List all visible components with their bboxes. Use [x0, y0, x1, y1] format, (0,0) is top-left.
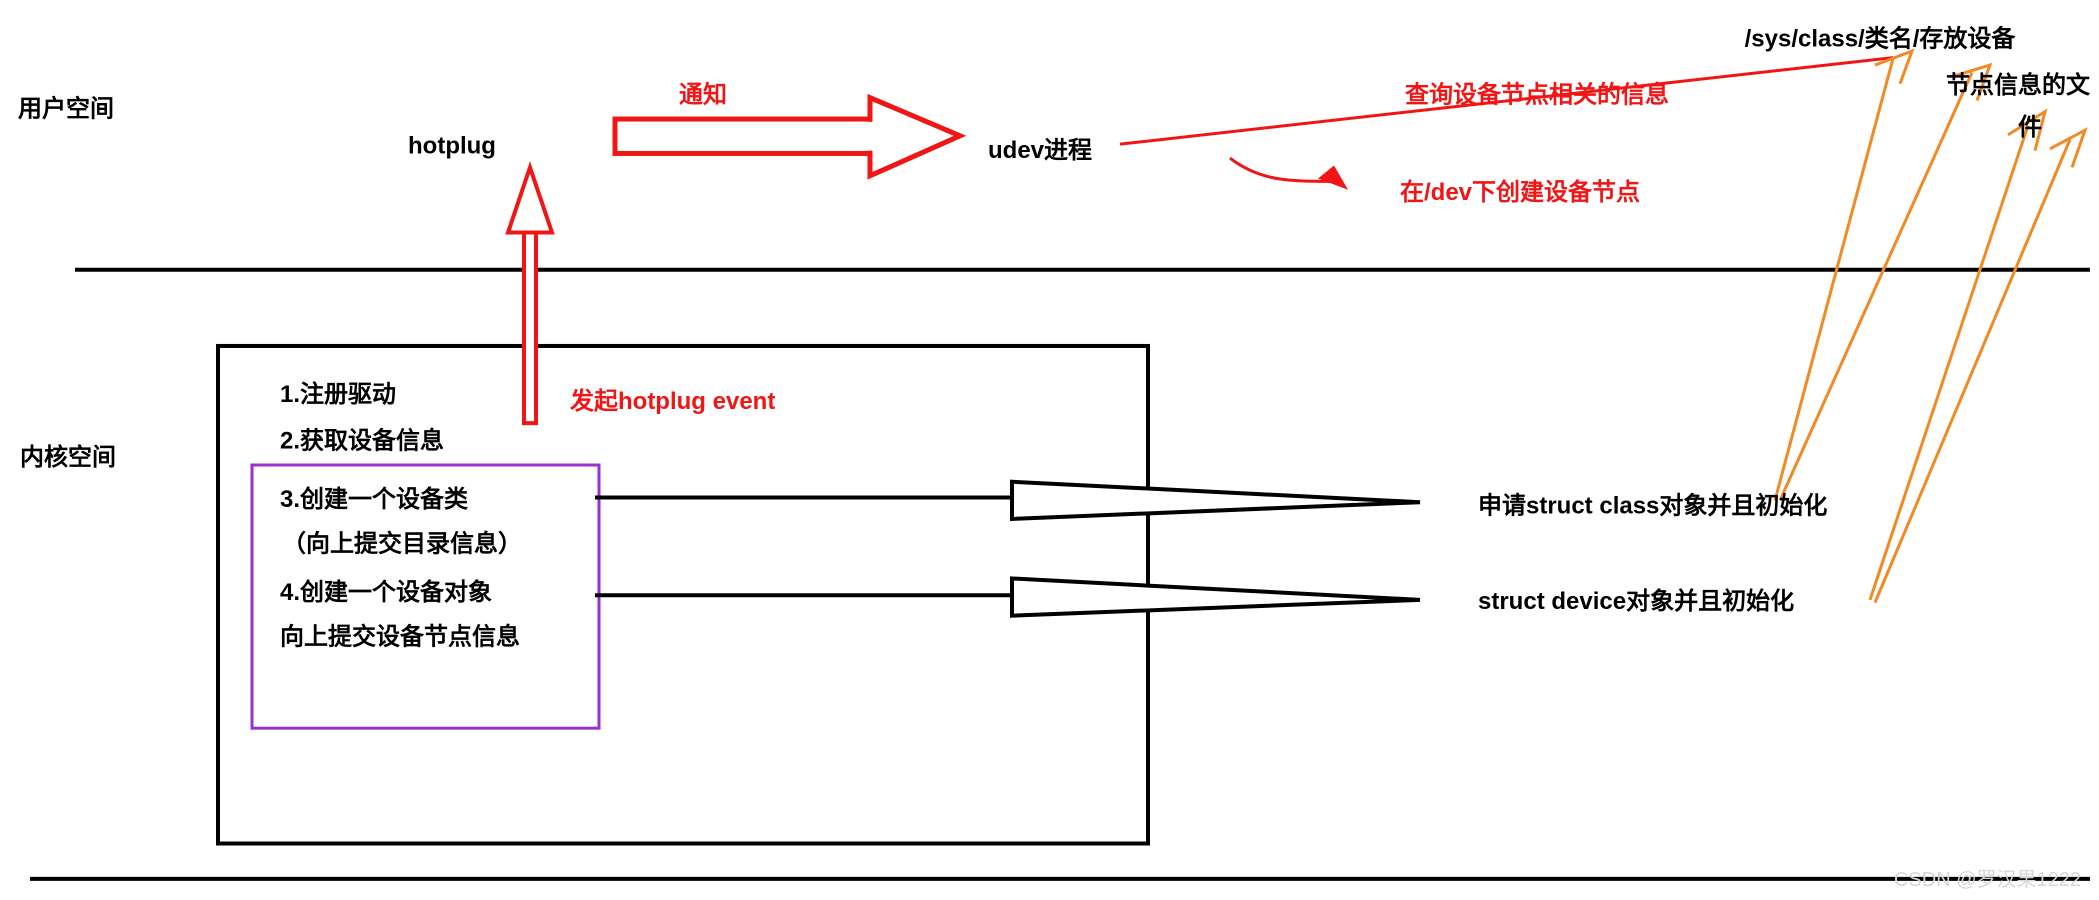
- sysPath-label: /sys/class/类名/存放设备: [1745, 25, 2017, 53]
- hotplugEvent-label: 发起hotplug event: [569, 387, 775, 415]
- watermark: CSDN @罗汉果1222: [1894, 863, 2081, 892]
- orange-line-l2: [1780, 73, 1972, 501]
- notify-arrow-mask: [867, 122, 875, 151]
- hotplug-event-arrow-mask: [526, 212, 535, 220]
- kernelSpace-label: 内核空间: [20, 443, 116, 471]
- class-pointer-head: [1012, 482, 1420, 519]
- notify-arrow-head: [870, 98, 960, 176]
- step3-label: 3.创建一个设备类: [280, 485, 469, 513]
- nodeFile2-label: 件: [2018, 114, 2042, 141]
- udev-label: udev进程: [988, 137, 1092, 164]
- step1-label: 1.注册驱动: [280, 380, 396, 408]
- hotplug-event-arrow-head: [508, 167, 552, 232]
- orange-arrowhead-h1: [1875, 51, 1912, 84]
- device-pointer-head: [1012, 578, 1420, 615]
- hotplug-label: hotplug: [408, 132, 496, 159]
- step4-label: 4.创建一个设备对象: [280, 578, 492, 606]
- orange-line-l1: [1775, 59, 1893, 501]
- deviceDesc-label: struct device对象并且初始化: [1478, 587, 1794, 615]
- step4sub-label: 向上提交设备节点信息: [280, 622, 520, 650]
- notify-label: 通知: [679, 81, 727, 108]
- step3sub-label: （向上提交目录信息）: [282, 529, 522, 557]
- createDev-label: 在/dev下创建设备节点: [1400, 178, 1640, 206]
- create-dev-arrowhead: [1318, 166, 1348, 190]
- query-label: 查询设备节点相关的信息: [1405, 80, 1669, 108]
- classDesc-label: 申请struct class对象并且初始化: [1478, 491, 1827, 519]
- hotplug-event-arrow-body: [524, 214, 536, 423]
- notify-arrow-body: [615, 119, 870, 153]
- orange-line-l3: [1870, 126, 2028, 600]
- orange-line-l4: [1875, 140, 2070, 603]
- step2-label: 2.获取设备信息: [280, 426, 444, 454]
- userSpace-label: 用户空间: [18, 94, 114, 122]
- nodeFile1-label: 节点信息的文: [1946, 71, 2091, 99]
